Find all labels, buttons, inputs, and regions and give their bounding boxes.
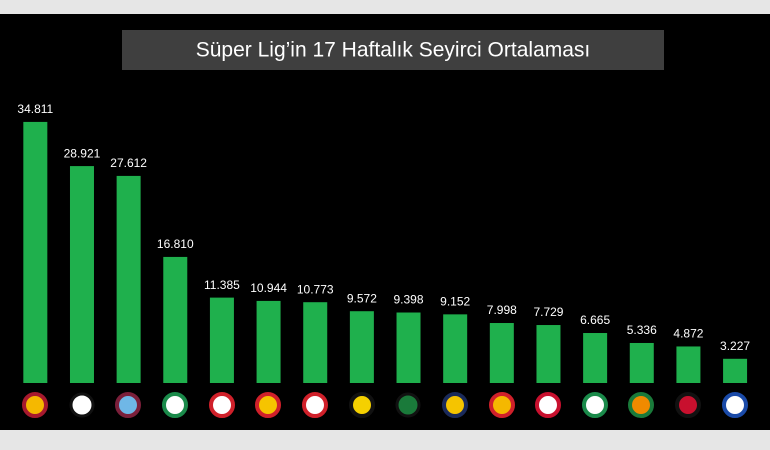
value-label: 28.921: [64, 146, 101, 160]
value-label: 10.944: [250, 281, 287, 295]
value-label: 6.665: [580, 313, 610, 327]
plot-background: [0, 14, 770, 430]
logo: [722, 392, 748, 418]
value-label: 10.773: [297, 282, 334, 296]
bar: [443, 314, 468, 383]
logo: [162, 392, 188, 418]
value-label: 9.572: [347, 291, 377, 305]
logo: [302, 392, 328, 418]
bar: [349, 311, 374, 383]
logo: [395, 392, 421, 418]
logo: [582, 392, 608, 418]
title-box: [122, 30, 664, 70]
value-label: 7.729: [533, 305, 563, 319]
value-label: 3.227: [720, 339, 750, 353]
logo: [69, 392, 95, 418]
bar: [676, 346, 701, 383]
bar: [723, 358, 748, 383]
bar: [209, 297, 234, 383]
value-label: 27.612: [110, 156, 147, 170]
value-label: 11.385: [204, 278, 240, 292]
logo: [209, 392, 235, 418]
bar: [256, 300, 281, 383]
bar: [69, 166, 94, 383]
bar: [23, 121, 48, 383]
value-label: 4.872: [673, 327, 703, 341]
team-logos: [22, 392, 748, 418]
logo: [22, 392, 48, 418]
bar: [116, 175, 141, 383]
logo: [255, 392, 281, 418]
logo: [115, 392, 141, 418]
logo: [442, 392, 468, 418]
bar: [583, 333, 608, 383]
value-label: 16.810: [157, 237, 194, 251]
logo: [628, 392, 654, 418]
logo: [535, 392, 561, 418]
value-label: 7.998: [487, 303, 517, 317]
chart-title: Süper Lig’in 17 Haftalık Seyirci Ortalam…: [196, 39, 591, 62]
bar: [489, 323, 514, 383]
bar: [629, 342, 654, 383]
logo: [349, 392, 375, 418]
value-label: 5.336: [627, 323, 657, 337]
value-label: 9.398: [394, 293, 424, 307]
logo: [489, 392, 515, 418]
bar: [303, 302, 328, 383]
value-label: 9.152: [440, 295, 470, 309]
bar: [536, 325, 561, 383]
bar: [163, 256, 188, 383]
logo: [675, 392, 701, 418]
value-label: 34.811: [17, 102, 53, 116]
bar: [396, 312, 421, 383]
